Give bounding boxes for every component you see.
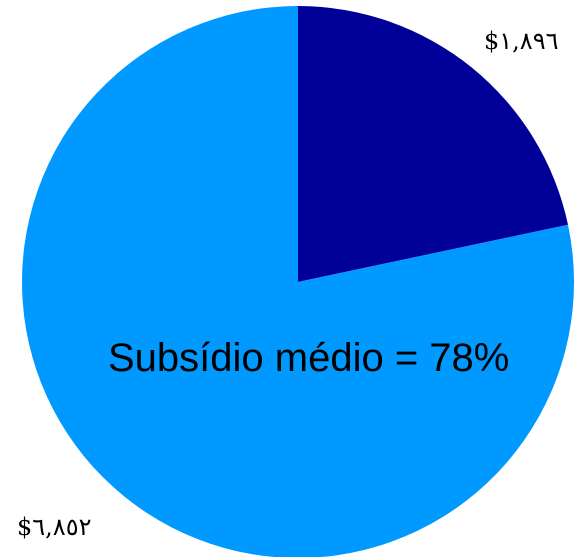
pie-slice-subsidy-paid bbox=[298, 6, 568, 282]
pie-slice-subsidy-received bbox=[22, 6, 574, 557]
slice-label-subsidy-paid: $١,٨٩٦ bbox=[484, 27, 558, 55]
chart-annotation: Subsídio médio = 78% bbox=[108, 336, 509, 380]
pie-slices bbox=[22, 6, 574, 557]
slice-label-subsidy-received: $٦,٨٥٢ bbox=[17, 513, 91, 541]
